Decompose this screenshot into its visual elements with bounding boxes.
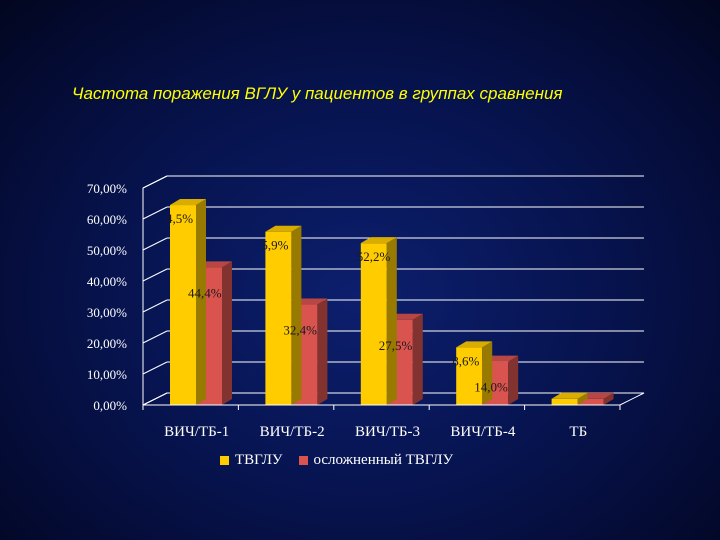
bar-series2-side <box>222 261 232 405</box>
data-label-series2: 14,0% <box>474 380 508 395</box>
bar-series1-top <box>551 392 588 399</box>
gridline-depth <box>142 206 168 220</box>
bar-series1-top <box>456 341 493 348</box>
bar-series1-side <box>577 392 588 405</box>
y-tick-label: 10,00% <box>87 367 127 382</box>
gridline-depth <box>142 268 168 282</box>
bar-series1-side <box>291 225 302 405</box>
bar-series1-top <box>265 225 302 232</box>
bar-series1-side <box>482 341 493 405</box>
legend-item-series2: осложненный ТВГЛУ <box>298 452 454 469</box>
y-tick-label: 40,00% <box>87 274 127 289</box>
bar-series2-side <box>412 313 423 405</box>
bar-series1-top <box>170 199 206 206</box>
data-label-series1: 4,5% <box>166 211 193 226</box>
bar-series2 <box>577 398 604 405</box>
gridline-depth <box>142 361 168 375</box>
x-category-label: ВИЧ/ТБ-2 <box>260 424 325 440</box>
bar-series1 <box>551 398 578 405</box>
data-label-series2: 27,5% <box>379 338 413 353</box>
legend-swatch-series2 <box>298 456 308 465</box>
x-category-label: ТБ <box>569 424 587 440</box>
x-category-label: ВИЧ/ТБ-1 <box>164 424 229 440</box>
bar-series1-side <box>196 199 206 405</box>
axis-left-wall <box>142 175 168 405</box>
x-category-label: ВИЧ/ТБ-3 <box>355 424 420 440</box>
legend-swatch-series1 <box>220 456 229 465</box>
bar-series1 <box>265 231 292 405</box>
data-label-series2: 32,4% <box>283 323 317 338</box>
bar-series2-side <box>508 355 519 405</box>
bar-series2-side <box>317 298 328 405</box>
gridline-depth <box>142 237 168 251</box>
data-label-series1: 8,6% <box>452 353 479 368</box>
gridline-depth <box>142 175 168 189</box>
gridline-depth <box>142 330 168 344</box>
legend-label-series2: осложненный ТВГЛУ <box>313 452 454 468</box>
gridline-depth <box>142 392 168 406</box>
legend-label-series1: ТВГЛУ <box>235 452 283 468</box>
y-tick-label: 60,00% <box>87 212 127 227</box>
x-category-label: ВИЧ/ТБ-4 <box>450 424 516 440</box>
y-tick-label: 0,00% <box>93 398 127 413</box>
y-tick-label: 50,00% <box>87 243 127 258</box>
bar-series1 <box>360 243 387 405</box>
bar-series1-top <box>360 237 397 244</box>
data-label-series2: 44,4% <box>188 285 222 300</box>
bar-series1 <box>456 347 483 405</box>
bar-series2-side <box>603 392 614 405</box>
bar-series1 <box>170 205 196 405</box>
chart-legend: ТВГЛУ осложненный ТВГЛУ <box>220 452 463 469</box>
y-tick-label: 20,00% <box>87 336 127 351</box>
y-tick-label: 30,00% <box>87 305 127 320</box>
bar-series1-side <box>386 237 397 405</box>
data-label-series1: 5,9% <box>261 238 288 253</box>
legend-item-series1: ТВГЛУ <box>220 452 283 469</box>
y-tick-label: 70,00% <box>87 181 127 196</box>
slide-title: Частота поражения ВГЛУ у пациентов в гру… <box>72 84 563 103</box>
gridline-depth <box>142 299 168 313</box>
data-label-series1: 52,2% <box>357 249 391 264</box>
